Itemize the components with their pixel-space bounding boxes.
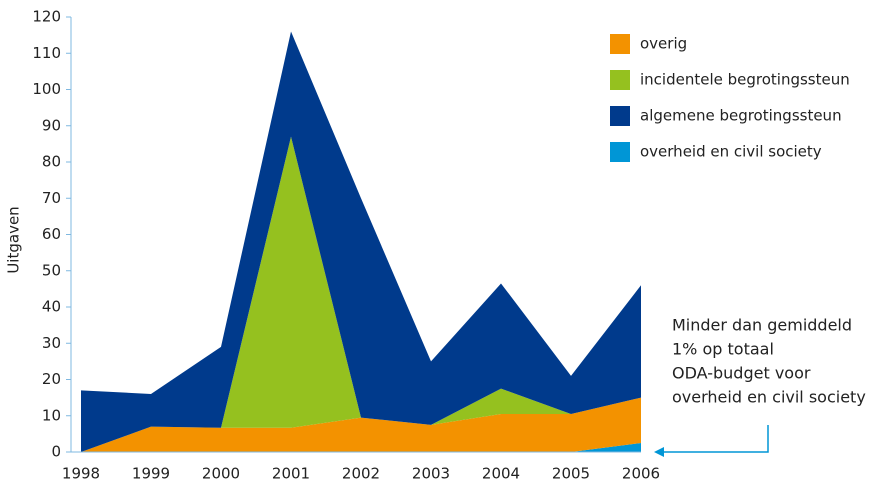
legend-swatch — [610, 70, 630, 90]
annotation-arrow — [662, 425, 769, 453]
legend-label: overig — [640, 35, 687, 53]
y-tick-label: 50 — [42, 261, 61, 279]
y-axis-label: Uitgaven — [5, 206, 23, 273]
y-tick-label: 40 — [42, 298, 61, 316]
y-tick-label: 70 — [42, 189, 61, 207]
y-tick-label: 110 — [32, 44, 61, 62]
y-tick-label: 10 — [42, 406, 61, 424]
legend-swatch — [610, 106, 630, 126]
annotation: 1% op totaal — [672, 340, 774, 359]
x-tick-label: 2005 — [552, 465, 590, 483]
y-tick-label: 60 — [42, 225, 61, 243]
y-tick-label: 80 — [42, 153, 61, 171]
legend-label: algemene begrotingssteun — [640, 107, 842, 125]
legend-swatch — [610, 34, 630, 54]
legend-swatch — [610, 142, 630, 162]
x-tick-label: 2006 — [622, 465, 660, 483]
arrow-head — [654, 447, 664, 457]
x-tick-label: 2000 — [202, 465, 240, 483]
x-tick-label: 2001 — [272, 465, 310, 483]
x-tick-label: 2004 — [482, 465, 520, 483]
y-tick-label: 120 — [32, 8, 61, 26]
x-tick-label: 2003 — [412, 465, 450, 483]
annotation: overheid en civil society — [672, 388, 866, 407]
annotation: Minder dan gemiddeld — [672, 316, 852, 335]
y-tick-label: 0 — [51, 443, 61, 461]
x-tick-label: 1999 — [132, 465, 170, 483]
y-tick-label: 30 — [42, 334, 61, 352]
legend-label: incidentele begrotingssteun — [640, 71, 850, 89]
area — [81, 397, 641, 452]
y-tick-label: 20 — [42, 370, 61, 388]
legend-label: overheid en civil society — [640, 143, 822, 161]
x-tick-label: 1998 — [62, 465, 100, 483]
area — [81, 31, 641, 452]
annotation: ODA-budget voor — [672, 364, 811, 383]
x-tick-label: 2002 — [342, 465, 380, 483]
y-tick-label: 100 — [32, 80, 61, 98]
y-tick-label: 90 — [42, 116, 61, 134]
area — [81, 442, 641, 452]
